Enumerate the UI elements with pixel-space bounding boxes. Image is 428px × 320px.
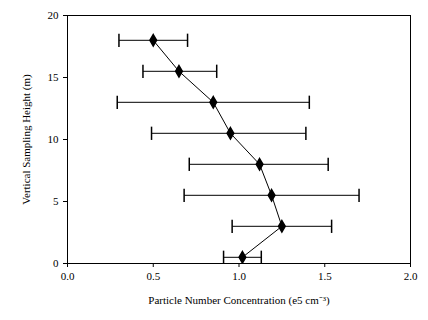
svg-text:5: 5	[53, 195, 59, 207]
svg-text:Particle Number Concentration: Particle Number Concentration (e5 cm⁻³)	[148, 294, 330, 307]
svg-text:2.0: 2.0	[404, 270, 418, 282]
svg-text:0.0: 0.0	[61, 270, 75, 282]
svg-text:0.5: 0.5	[146, 270, 160, 282]
svg-text:1.0: 1.0	[232, 270, 246, 282]
svg-text:0: 0	[53, 257, 59, 269]
svg-text:15: 15	[48, 71, 60, 83]
svg-text:10: 10	[48, 133, 60, 145]
svg-text:1.5: 1.5	[318, 270, 332, 282]
svg-text:Vertical Sampling Height (m): Vertical Sampling Height (m)	[20, 74, 33, 205]
svg-text:20: 20	[48, 9, 60, 21]
